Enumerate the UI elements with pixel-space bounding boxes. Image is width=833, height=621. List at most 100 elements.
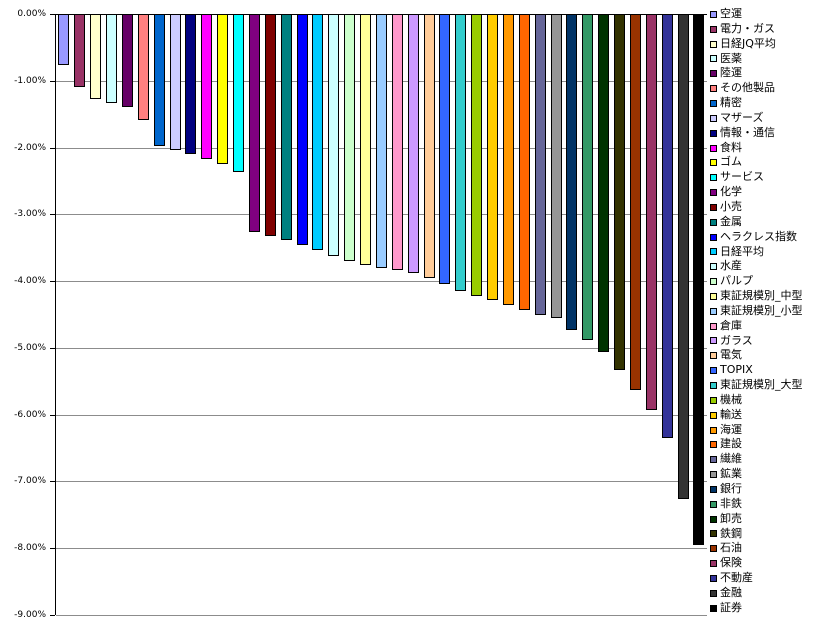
legend-item-東証規模別_中型[interactable]: 東証規模別_中型 [710, 289, 833, 304]
bar-卸売[interactable] [598, 14, 610, 352]
legend-item-ガラス[interactable]: ガラス [710, 334, 833, 349]
bar-小売[interactable] [264, 14, 276, 236]
bar-電気[interactable] [423, 14, 435, 278]
legend-item-保険[interactable]: 保険 [710, 556, 833, 571]
legend-item-倉庫[interactable]: 倉庫 [710, 319, 833, 334]
legend-swatch-icon [710, 382, 717, 390]
legend-item-証券[interactable]: 証券 [710, 601, 833, 616]
legend-label: ゴム [720, 155, 742, 169]
legend-item-精密[interactable]: 精密 [710, 96, 833, 111]
legend-item-日経JQ平均[interactable]: 日経JQ平均 [710, 37, 833, 52]
legend-item-海運[interactable]: 海運 [710, 423, 833, 438]
legend-item-パルプ[interactable]: パルプ [710, 274, 833, 289]
legend-item-情報・通信[interactable]: 情報・通信 [710, 126, 833, 141]
legend-item-金融[interactable]: 金融 [710, 586, 833, 601]
bar-銀行[interactable] [566, 14, 578, 330]
bar-輸送[interactable] [487, 14, 499, 300]
y-axis-tickmark [50, 548, 55, 550]
legend-item-空運[interactable]: 空運 [710, 7, 833, 22]
legend-item-化学[interactable]: 化学 [710, 185, 833, 200]
legend-swatch-icon [710, 367, 717, 375]
bar-不動産[interactable] [661, 14, 673, 439]
bar-陸運[interactable] [121, 14, 133, 108]
legend-item-繊維[interactable]: 繊維 [710, 452, 833, 467]
bar-鉄鋼[interactable] [614, 14, 626, 370]
legend-label: 電力・ガス [720, 21, 775, 35]
legend-item-TOPIX[interactable]: TOPIX [710, 363, 833, 378]
gridline [56, 347, 707, 349]
legend-item-鉄鋼[interactable]: 鉄鋼 [710, 527, 833, 542]
legend-item-非鉄[interactable]: 非鉄 [710, 497, 833, 512]
bar-東証規模別_中型[interactable] [360, 14, 372, 266]
bar-証券[interactable] [693, 14, 705, 545]
bar-東証規模別_小型[interactable] [375, 14, 387, 268]
legend-swatch-icon [710, 322, 717, 330]
gridline [56, 481, 707, 483]
bar-ガラス[interactable] [407, 14, 419, 274]
legend-item-不動産[interactable]: 不動産 [710, 571, 833, 586]
legend-item-電力・ガス[interactable]: 電力・ガス [710, 22, 833, 37]
legend-item-日経平均[interactable]: 日経平均 [710, 245, 833, 260]
bar-TOPIX[interactable] [439, 14, 451, 285]
legend-item-電気[interactable]: 電気 [710, 348, 833, 363]
bar-石油[interactable] [629, 14, 641, 390]
bar-医薬[interactable] [106, 14, 118, 103]
legend-item-水産[interactable]: 水産 [710, 259, 833, 274]
bar-その他製品[interactable] [137, 14, 149, 120]
bar-電力・ガス[interactable] [74, 14, 86, 88]
legend-label: パルプ [720, 274, 753, 288]
legend-swatch-icon [710, 278, 717, 286]
legend-item-東証規模別_大型[interactable]: 東証規模別_大型 [710, 378, 833, 393]
legend-item-その他製品[interactable]: その他製品 [710, 81, 833, 96]
legend-item-鉱業[interactable]: 鉱業 [710, 467, 833, 482]
y-axis-tick-label: -3.00% [14, 209, 46, 220]
legend-item-建設[interactable]: 建設 [710, 437, 833, 452]
bar-日経平均[interactable] [312, 14, 324, 250]
bar-繊維[interactable] [534, 14, 546, 315]
legend-item-医薬[interactable]: 医薬 [710, 52, 833, 67]
legend-label: 小売 [720, 199, 742, 213]
bar-保険[interactable] [645, 14, 657, 410]
bar-パルプ[interactable] [344, 14, 356, 262]
legend-item-マザーズ[interactable]: マザーズ [710, 111, 833, 126]
bar-金融[interactable] [677, 14, 689, 500]
legend-item-東証規模別_小型[interactable]: 東証規模別_小型 [710, 304, 833, 319]
legend-item-食料[interactable]: 食料 [710, 141, 833, 156]
bar-食料[interactable] [201, 14, 213, 159]
bar-ヘラクレス指数[interactable] [296, 14, 308, 246]
bar-精密[interactable] [153, 14, 165, 146]
bar-鉱業[interactable] [550, 14, 562, 318]
bar-情報・通信[interactable] [185, 14, 197, 155]
legend-label: 化学 [720, 185, 742, 199]
legend-item-ゴム[interactable]: ゴム [710, 155, 833, 170]
legend-item-小売[interactable]: 小売 [710, 200, 833, 215]
legend-item-陸運[interactable]: 陸運 [710, 66, 833, 81]
bar-倉庫[interactable] [391, 14, 403, 271]
bar-非鉄[interactable] [582, 14, 594, 340]
legend-swatch-icon [710, 218, 717, 226]
bar-サービス[interactable] [233, 14, 245, 172]
bar-海運[interactable] [502, 14, 514, 306]
bar-日経JQ平均[interactable] [90, 14, 102, 100]
bar-建設[interactable] [518, 14, 530, 310]
legend-item-機械[interactable]: 機械 [710, 393, 833, 408]
legend-item-卸売[interactable]: 卸売 [710, 512, 833, 527]
legend-item-銀行[interactable]: 銀行 [710, 482, 833, 497]
bar-水産[interactable] [328, 14, 340, 256]
bar-マザーズ[interactable] [169, 14, 181, 150]
bar-金属[interactable] [280, 14, 292, 240]
legend-swatch-icon [710, 515, 717, 523]
legend-item-輸送[interactable]: 輸送 [710, 408, 833, 423]
bar-東証規模別_大型[interactable] [455, 14, 467, 292]
y-axis-tick-label: -2.00% [14, 142, 46, 153]
y-axis-tick-label: -4.00% [14, 276, 46, 287]
legend-item-サービス[interactable]: サービス [710, 170, 833, 185]
bar-化学[interactable] [248, 14, 260, 232]
bar-機械[interactable] [471, 14, 483, 296]
legend-item-ヘラクレス指数[interactable]: ヘラクレス指数 [710, 230, 833, 245]
bar-空運[interactable] [58, 14, 70, 65]
legend-item-金属[interactable]: 金属 [710, 215, 833, 230]
legend-label: その他製品 [720, 81, 775, 95]
bar-ゴム[interactable] [217, 14, 229, 165]
legend-item-石油[interactable]: 石油 [710, 541, 833, 556]
